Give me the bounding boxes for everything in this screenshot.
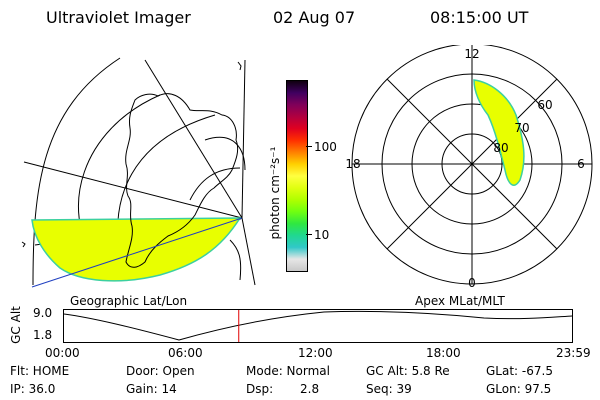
timeline-xtick-0: 00:00 [45, 346, 80, 360]
info-gain: Gain: 14 [126, 382, 177, 396]
date-label: 02 Aug 07 [273, 8, 356, 27]
terminator-line [31, 217, 243, 288]
polar-plot: 12 18 6 0 60 70 80 [345, 45, 593, 290]
timeline-plot [63, 309, 573, 343]
instrument-title: Ultraviolet Imager [46, 8, 191, 27]
info-door: Door: Open [126, 364, 195, 378]
timeline-xtick-1: 06:00 [168, 346, 203, 360]
timeline-ylabel: GC Alt [9, 306, 23, 344]
timeline-xtick-2: 12:00 [298, 346, 333, 360]
polar-panel-label: Apex MLat/MLT [415, 294, 505, 308]
lat-arc-outer [32, 57, 121, 286]
colorbar-gradient [287, 81, 307, 271]
colorbar-unit-label: photon cm⁻²s⁻¹ [268, 146, 282, 240]
time-label: 08:15:00 UT [430, 8, 529, 27]
aurora-oval-polar [473, 79, 525, 186]
colorbar-tick-10 [306, 234, 312, 235]
geographic-map [21, 57, 256, 288]
colorbar [286, 80, 308, 272]
colorbar-tick-label-10: 10 [314, 228, 330, 242]
colorbar-tick-100 [306, 146, 312, 147]
info-glat: GLat: -67.5 [486, 364, 553, 378]
coastline [125, 93, 239, 268]
info-ip: IP: 36.0 [10, 382, 56, 396]
lat-label-70: 70 [514, 121, 529, 135]
timeline-ytick-high: 9.0 [33, 306, 53, 320]
mlt-label-18: 18 [345, 157, 360, 171]
info-dsp-value: 2.8 [300, 382, 320, 396]
geo-panel-label: Geographic Lat/Lon [70, 294, 188, 308]
mlt-label-0: 0 [468, 276, 476, 290]
lat-label-80: 80 [493, 141, 508, 155]
info-mode: Mode: Normal [246, 364, 330, 378]
lat-label-60: 60 [537, 98, 552, 112]
info-gc-alt: GC Alt: 5.8 Re [366, 364, 450, 378]
aurora-oval-geo [31, 217, 242, 282]
colorbar-tick-label-100: 100 [314, 140, 337, 154]
mlt-label-12: 12 [464, 47, 479, 61]
info-dsp: Dsp: [246, 382, 274, 396]
timeline-ytick-low: 1.8 [33, 328, 53, 342]
info-glon: GLon: 97.5 [486, 382, 552, 396]
mlt-label-6: 6 [577, 157, 585, 171]
info-seq: Seq: 39 [366, 382, 412, 396]
altitude-curve [64, 310, 572, 341]
timeline-xtick-3: 18:00 [426, 346, 461, 360]
info-flt: Flt: HOME [10, 364, 70, 378]
timeline-xtick-4: 23:59 [556, 346, 591, 360]
